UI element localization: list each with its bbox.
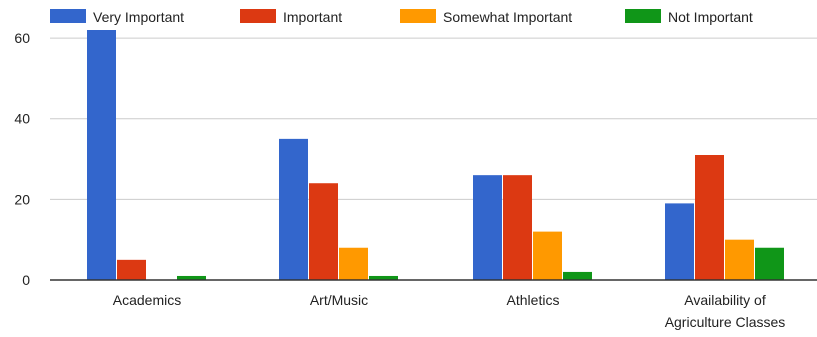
y-tick-label: 40 bbox=[14, 111, 30, 127]
bar-not-important bbox=[369, 275, 398, 280]
legend-label: Somewhat Important bbox=[443, 9, 572, 25]
legend-swatch bbox=[625, 9, 661, 23]
y-axis-ticks: 0 20 40 60 bbox=[14, 30, 30, 288]
legend-label: Not Important bbox=[668, 9, 753, 25]
bar-very-important bbox=[473, 175, 502, 280]
legend-item[interactable]: Very Important bbox=[50, 9, 184, 25]
bar-important bbox=[117, 259, 146, 280]
bar-very-important bbox=[279, 138, 308, 280]
legend-item[interactable]: Not Important bbox=[625, 9, 753, 25]
x-category-label: Availability of bbox=[684, 292, 766, 308]
legend-swatch bbox=[400, 9, 436, 23]
legend-item[interactable]: Important bbox=[240, 9, 342, 25]
x-axis-labels: Academics Art/Music Athletics Availability … bbox=[113, 292, 786, 330]
y-tick-label: 60 bbox=[14, 30, 30, 46]
bar-important bbox=[503, 175, 532, 280]
bar-not-important bbox=[755, 247, 784, 280]
bar-not-important bbox=[177, 275, 206, 280]
bar-not-important bbox=[563, 271, 592, 280]
bar-somewhat-important bbox=[339, 247, 368, 280]
legend-swatch bbox=[240, 9, 276, 23]
legend-label: Important bbox=[283, 9, 342, 25]
bar-somewhat-important bbox=[725, 239, 754, 280]
x-category-label: Academics bbox=[113, 292, 181, 308]
bars bbox=[87, 30, 784, 280]
legend-item[interactable]: Somewhat Important bbox=[400, 9, 572, 25]
x-category-label: Agriculture Classes bbox=[665, 314, 786, 330]
x-category-label: Art/Music bbox=[310, 292, 368, 308]
legend-label: Very Important bbox=[93, 9, 184, 25]
bar-important bbox=[695, 155, 724, 280]
bar-very-important bbox=[665, 203, 694, 280]
bar-somewhat-important bbox=[533, 231, 562, 280]
legend: Very Important Important Somewhat Importan… bbox=[50, 9, 753, 25]
legend-swatch bbox=[50, 9, 86, 23]
bar-important bbox=[309, 183, 338, 280]
y-tick-label: 20 bbox=[14, 191, 30, 207]
gridlines bbox=[50, 37, 817, 200]
bar-very-important bbox=[87, 30, 116, 280]
x-category-label: Athletics bbox=[507, 292, 560, 308]
y-tick-label: 0 bbox=[22, 272, 30, 288]
